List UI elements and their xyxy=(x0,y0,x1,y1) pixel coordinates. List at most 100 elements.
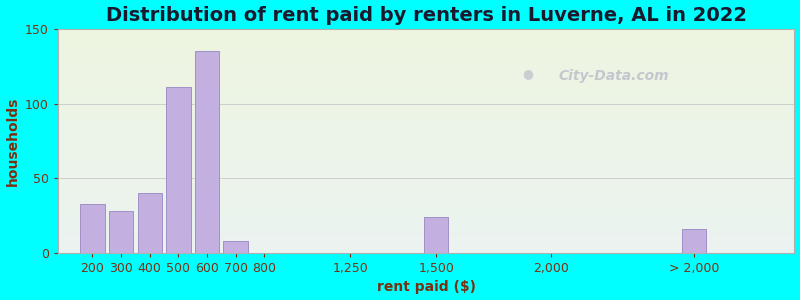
Bar xyxy=(58,178,794,180)
Bar xyxy=(58,146,794,148)
Bar xyxy=(58,186,794,188)
Bar xyxy=(58,223,794,225)
Bar xyxy=(58,167,794,169)
Bar xyxy=(58,87,794,88)
Bar xyxy=(58,175,794,176)
Bar xyxy=(58,210,794,212)
Bar xyxy=(58,88,794,91)
Bar xyxy=(58,180,794,182)
Bar xyxy=(58,227,794,229)
Bar xyxy=(58,38,794,40)
Bar xyxy=(195,51,219,253)
Bar xyxy=(58,193,794,195)
Bar xyxy=(58,81,794,83)
Bar xyxy=(58,98,794,100)
Bar xyxy=(58,103,794,105)
Bar xyxy=(58,126,794,128)
Bar xyxy=(58,202,794,204)
Bar xyxy=(58,165,794,167)
Bar xyxy=(58,76,794,77)
Bar xyxy=(682,229,706,253)
Bar xyxy=(58,199,794,201)
Bar xyxy=(58,240,794,242)
Bar xyxy=(58,44,794,46)
Bar xyxy=(58,113,794,115)
Bar xyxy=(58,115,794,117)
Bar xyxy=(58,169,794,171)
Bar xyxy=(58,117,794,118)
X-axis label: rent paid ($): rent paid ($) xyxy=(377,280,476,294)
Bar xyxy=(58,208,794,210)
Bar xyxy=(58,195,794,197)
Bar xyxy=(58,55,794,57)
Bar xyxy=(58,100,794,102)
Bar xyxy=(58,91,794,92)
Bar xyxy=(58,53,794,55)
Bar xyxy=(58,131,794,134)
Bar xyxy=(58,62,794,64)
Bar xyxy=(58,158,794,160)
Bar xyxy=(58,150,794,152)
Bar xyxy=(80,204,105,253)
Bar xyxy=(58,31,794,33)
Bar xyxy=(58,214,794,215)
Bar xyxy=(58,188,794,189)
Bar xyxy=(58,59,794,61)
Bar xyxy=(58,85,794,87)
Bar xyxy=(58,130,794,131)
Bar xyxy=(58,212,794,214)
Bar xyxy=(58,128,794,130)
Bar xyxy=(58,42,794,44)
Bar xyxy=(58,135,794,137)
Bar xyxy=(58,148,794,150)
Bar xyxy=(58,189,794,191)
Bar xyxy=(58,105,794,107)
Bar xyxy=(58,163,794,165)
Y-axis label: households: households xyxy=(6,96,19,186)
Bar xyxy=(58,109,794,111)
Bar xyxy=(58,230,794,232)
Bar xyxy=(58,64,794,66)
Bar xyxy=(58,197,794,199)
Bar xyxy=(58,141,794,143)
Bar xyxy=(58,201,794,203)
Bar xyxy=(58,242,794,244)
Bar xyxy=(58,122,794,124)
Bar xyxy=(58,145,794,146)
Bar xyxy=(58,57,794,59)
Bar xyxy=(58,154,794,156)
Title: Distribution of rent paid by renters in Luverne, AL in 2022: Distribution of rent paid by renters in … xyxy=(106,6,746,25)
Bar xyxy=(58,124,794,126)
Bar xyxy=(58,29,794,31)
Text: City-Data.com: City-Data.com xyxy=(558,69,670,83)
Bar xyxy=(58,68,794,70)
Bar xyxy=(424,217,449,253)
Bar xyxy=(58,152,794,154)
Bar xyxy=(58,94,794,96)
Bar xyxy=(58,118,794,120)
Bar xyxy=(58,107,794,109)
Bar xyxy=(58,51,794,53)
Bar xyxy=(58,74,794,76)
Bar xyxy=(223,241,248,253)
Bar xyxy=(58,120,794,122)
Bar xyxy=(58,156,794,158)
Bar xyxy=(58,83,794,85)
Bar xyxy=(58,234,794,236)
Bar xyxy=(138,193,162,253)
Bar xyxy=(58,247,794,249)
Bar xyxy=(58,48,794,50)
Bar xyxy=(58,40,794,42)
Bar xyxy=(58,171,794,172)
Bar xyxy=(166,87,190,253)
Bar xyxy=(58,139,794,141)
Bar xyxy=(58,161,794,163)
Bar xyxy=(58,72,794,74)
Bar xyxy=(109,211,134,253)
Bar xyxy=(58,176,794,178)
Bar xyxy=(58,61,794,62)
Bar xyxy=(58,232,794,234)
Bar xyxy=(58,206,794,208)
Text: ●: ● xyxy=(522,67,533,80)
Bar xyxy=(58,184,794,186)
